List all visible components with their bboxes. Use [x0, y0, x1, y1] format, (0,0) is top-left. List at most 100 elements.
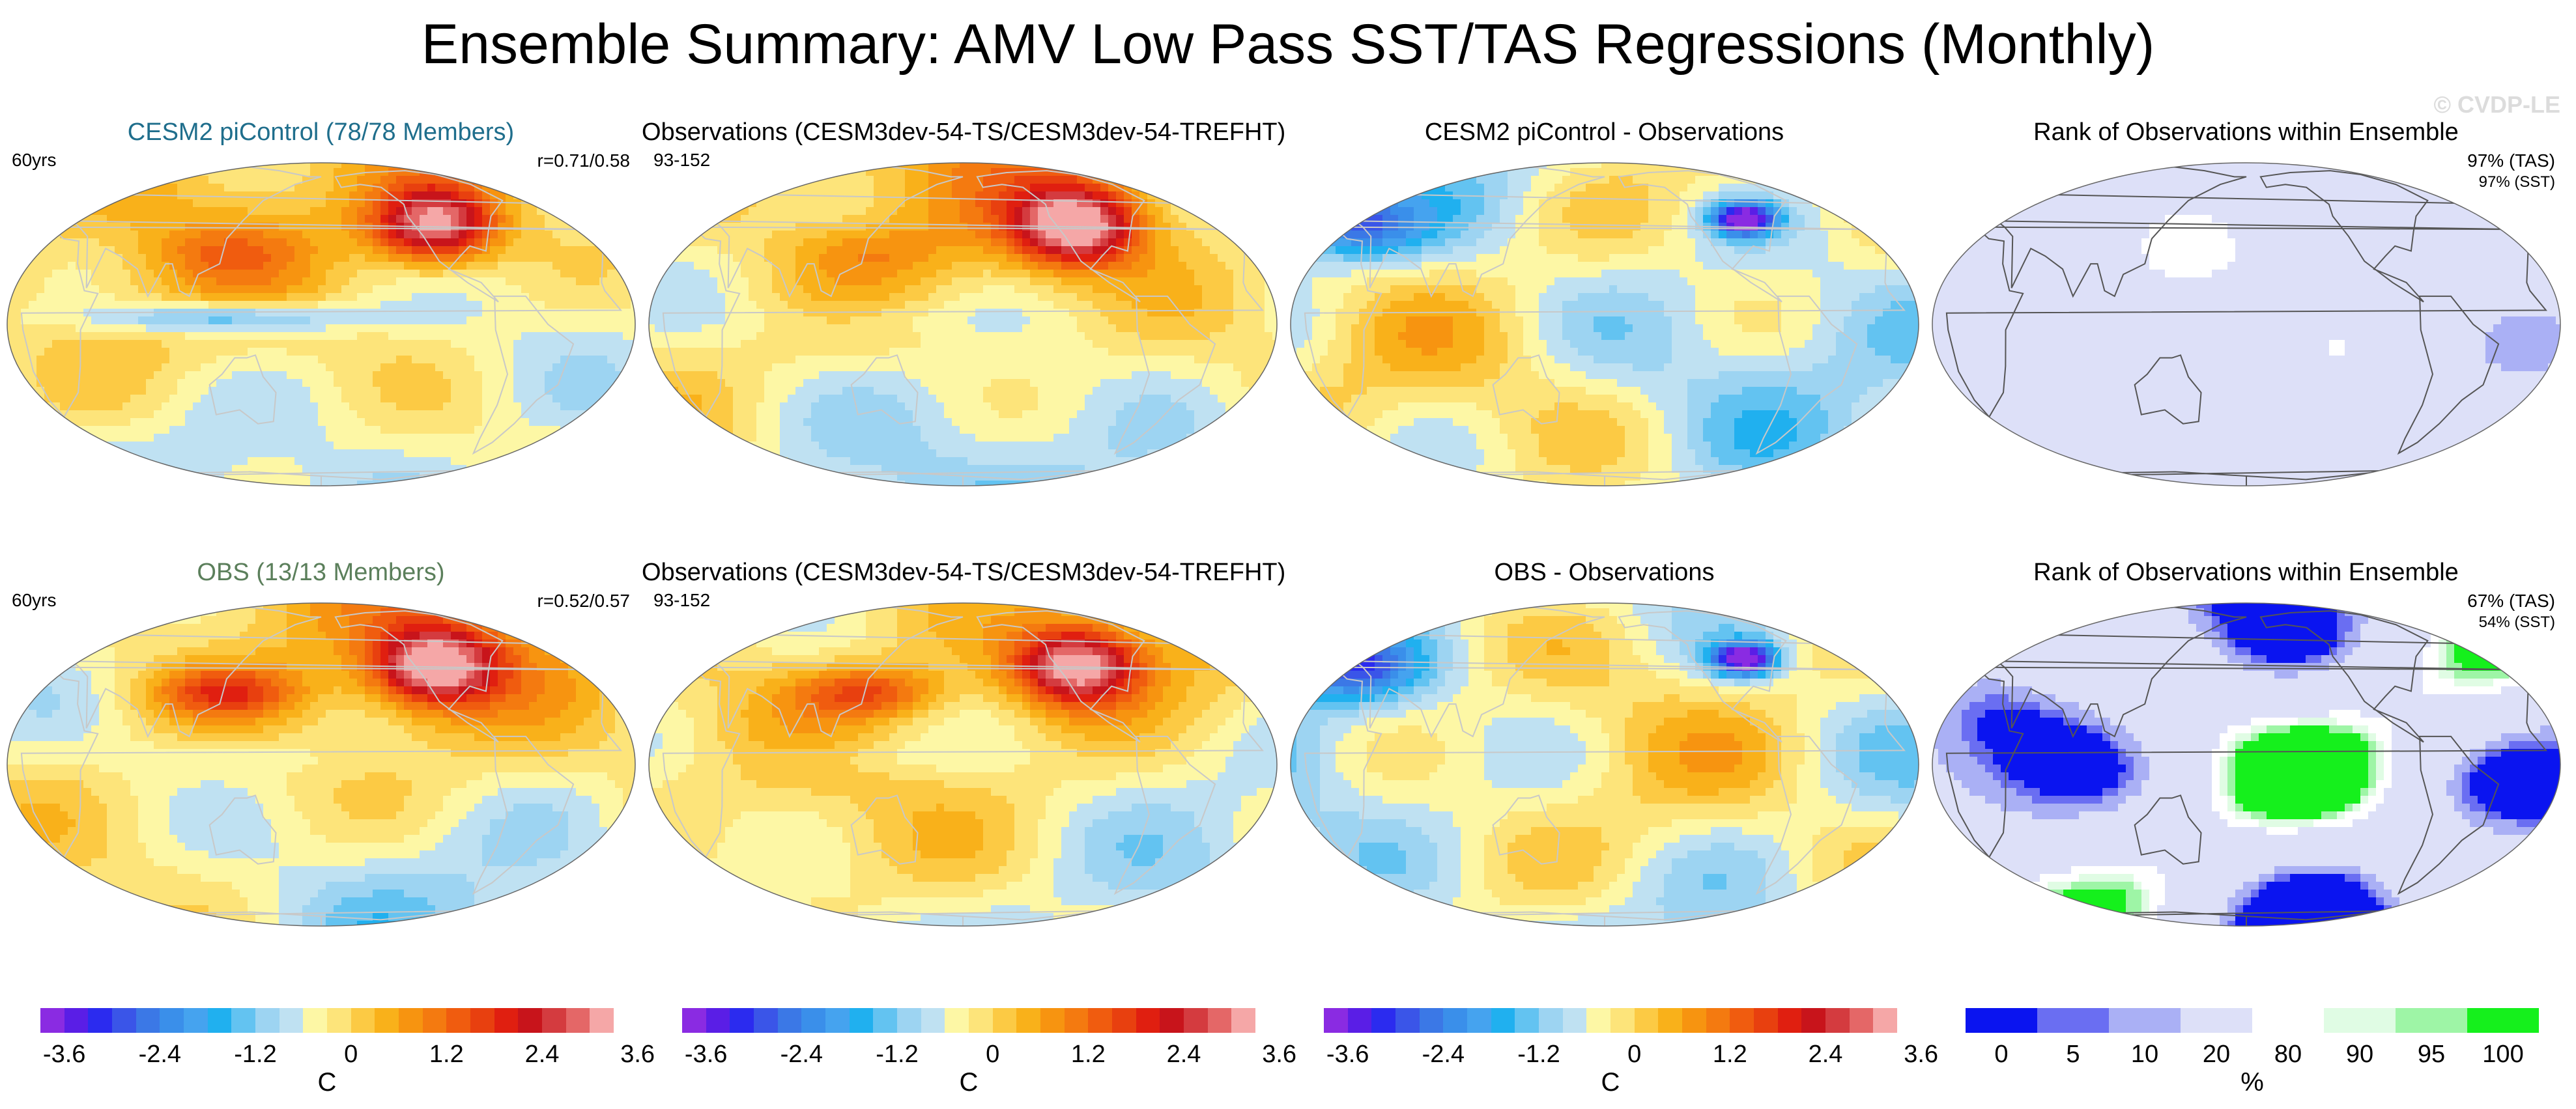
field-cell	[412, 473, 420, 481]
field-cell	[1100, 293, 1109, 302]
field-cell	[521, 191, 530, 200]
field-cell	[482, 410, 491, 419]
field-cell	[960, 168, 968, 176]
field-cell	[858, 285, 866, 294]
field-cell	[1124, 238, 1132, 247]
field-cell	[52, 387, 61, 395]
field-cell	[326, 363, 334, 372]
field-cell	[694, 262, 702, 270]
field-cell	[670, 285, 679, 294]
field-cell	[240, 301, 248, 309]
field-cell	[944, 270, 952, 278]
field-cell	[717, 231, 726, 239]
field-cell	[803, 215, 812, 223]
field-cell	[380, 324, 389, 333]
field-cell	[334, 449, 342, 458]
field-cell	[185, 223, 193, 231]
field-cell	[655, 270, 663, 278]
field-cell	[365, 262, 373, 270]
field-cell	[952, 309, 960, 317]
field-cell	[420, 371, 428, 380]
field-cell	[764, 293, 773, 302]
field-cell	[1053, 277, 1062, 286]
field-cell	[1233, 246, 1242, 255]
field-cell	[420, 176, 428, 184]
field-cell	[1022, 270, 1031, 278]
field-cell	[255, 316, 264, 325]
field-cell	[451, 434, 459, 442]
field-cell	[803, 371, 812, 380]
field-cell	[248, 301, 256, 309]
field-cell	[835, 379, 843, 387]
field-cell	[341, 176, 350, 184]
field-cell	[983, 395, 992, 403]
field-cell	[427, 395, 436, 403]
field-cell	[694, 316, 702, 325]
field-cell	[287, 207, 295, 216]
field-cell	[1241, 332, 1250, 341]
field-cell	[412, 324, 420, 333]
field-cell	[357, 442, 365, 450]
field-cell	[373, 449, 381, 458]
field-cell	[1038, 332, 1046, 341]
field-cell	[404, 301, 412, 309]
field-cell	[107, 426, 115, 434]
field-cell	[983, 316, 992, 325]
field-cell	[318, 254, 326, 262]
field-cell	[21, 363, 29, 372]
field-cell	[498, 309, 506, 317]
field-cell	[498, 207, 506, 216]
field-cell	[1022, 199, 1031, 208]
field-cell	[201, 199, 209, 208]
field-cell	[560, 293, 569, 302]
field-cell	[1132, 356, 1140, 364]
field-cell	[850, 316, 859, 325]
field-cell	[991, 363, 999, 372]
field-cell	[960, 207, 968, 216]
field-cell	[1100, 238, 1109, 247]
field-cell	[631, 363, 635, 372]
field-cell	[952, 246, 960, 255]
field-cell	[169, 207, 178, 216]
field-cell	[1210, 254, 1218, 262]
field-cell	[1046, 324, 1054, 333]
field-cell	[208, 238, 217, 247]
field-cell	[326, 293, 334, 302]
field-cell	[1186, 332, 1195, 341]
field-cell	[506, 231, 514, 239]
field-cell	[349, 238, 358, 247]
field-cell	[866, 277, 874, 286]
field-cell	[670, 277, 679, 286]
field-cell	[255, 418, 264, 427]
field-cell	[803, 316, 812, 325]
field-cell	[725, 395, 734, 403]
field-cell	[709, 301, 718, 309]
field-cell	[623, 379, 631, 387]
field-cell	[764, 238, 773, 247]
field-cell	[310, 184, 319, 192]
field-cell	[780, 254, 788, 262]
field-cell	[263, 246, 272, 255]
field-cell	[1132, 309, 1140, 317]
field-cell	[655, 301, 663, 309]
field-cell	[29, 348, 37, 356]
field-cell	[921, 371, 929, 380]
field-cell	[1077, 371, 1085, 380]
field-cell	[373, 426, 381, 434]
field-cell	[842, 254, 851, 262]
field-cell	[1069, 176, 1078, 184]
field-cell	[263, 324, 272, 333]
field-cell	[678, 356, 687, 364]
field-cell	[1186, 356, 1195, 364]
field-cell	[1124, 199, 1132, 208]
field-cell	[881, 254, 890, 262]
field-cell	[365, 363, 373, 372]
field-cell	[952, 262, 960, 270]
field-cell	[1069, 191, 1078, 200]
field-cell	[146, 215, 154, 223]
field-cell	[1210, 231, 1218, 239]
field-cell	[349, 348, 358, 356]
field-cell	[287, 402, 295, 411]
field-cell	[13, 309, 21, 317]
field-cell	[529, 387, 537, 395]
